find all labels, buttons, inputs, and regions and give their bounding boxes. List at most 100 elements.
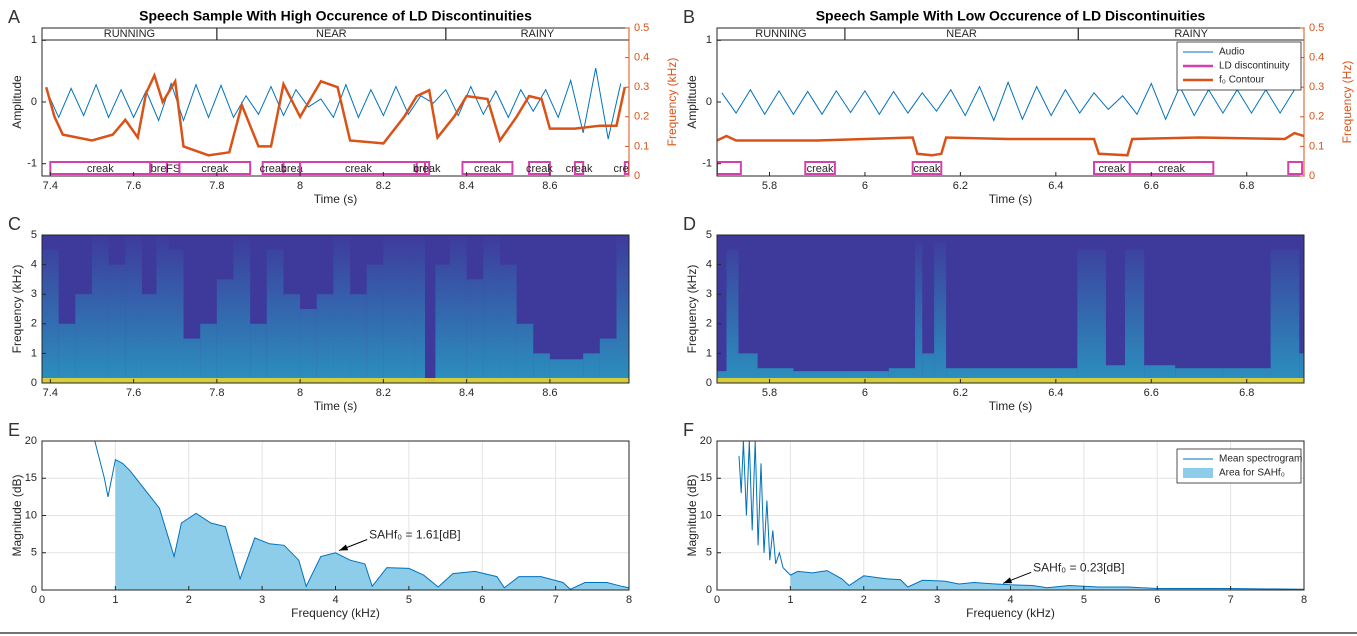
ld-label: creak [807, 163, 834, 175]
ld-label: creak [87, 163, 114, 175]
annotation-text: SAHf₀ = 0.23[dB] [1033, 560, 1124, 574]
energy-floor [717, 378, 1304, 383]
panel-letter: F [683, 420, 694, 440]
sahf0-area [790, 570, 1304, 590]
audio-waveform [721, 80, 1295, 122]
ld-label: creak [474, 163, 501, 175]
ld-segment [911, 161, 943, 175]
x-tick-label: 6.2 [953, 180, 968, 192]
spectrogram-column [1125, 249, 1145, 383]
x-tick-label: 0 [714, 594, 720, 606]
y-tick-label: 1 [706, 347, 712, 359]
legend-box [1176, 448, 1302, 484]
y-axis-label: Frequency (kHz) [10, 265, 24, 354]
ld-label: creak [914, 163, 941, 175]
x-tick-label: 6.6 [1144, 180, 1159, 192]
spectrogram-column [183, 338, 201, 383]
y-tick-label: 2 [31, 318, 37, 330]
y2-axis-label: Frequency (kHz) [665, 58, 679, 147]
audio-waveform [45, 68, 622, 140]
x-tick-label: 6 [862, 180, 868, 192]
y2-tick-label: 0.4 [634, 52, 649, 64]
spectrogram-column [400, 235, 415, 383]
y-tick-label: 5 [31, 229, 37, 241]
spectrogram-column [200, 323, 217, 383]
y-tick-label: 0 [31, 584, 37, 596]
spectrogram-column [233, 235, 251, 383]
y-tick-label: 5 [706, 229, 712, 241]
y2-tick-label: 0.3 [1309, 81, 1324, 93]
ld-segment [1287, 161, 1304, 175]
legend-label: LD discontinuity [1219, 61, 1290, 72]
word-label: RUNNING [104, 28, 155, 40]
x-tick-label: 6 [479, 594, 485, 606]
x-axis-label: Time (s) [989, 192, 1033, 206]
spectrogram-column [58, 323, 76, 383]
y-axis-label: Magnitude (dB) [685, 474, 699, 556]
spectrogram-column [75, 294, 92, 383]
ld-label: creak [414, 163, 441, 175]
axes-frame [716, 234, 1305, 384]
spectrogram-column [216, 279, 234, 383]
x-tick-label: 5 [406, 594, 412, 606]
f0-contour [44, 71, 627, 157]
spectrogram-column [934, 240, 947, 383]
spectrogram-column [599, 338, 617, 383]
ld-segment [1128, 161, 1215, 175]
panel-letter: B [683, 7, 695, 27]
spectrogram-column [1270, 249, 1300, 383]
y-axis-label: Amplitude [685, 75, 699, 129]
x-tick-label: 3 [259, 594, 265, 606]
y-tick-label: 4 [706, 259, 712, 271]
y2-tick-label: 0 [1309, 170, 1315, 182]
ld-label: creak [201, 163, 228, 175]
axes-frame [41, 234, 630, 384]
spectrogram-column [726, 249, 739, 383]
arrow-head [339, 544, 349, 551]
y-tick-label: 15 [700, 472, 712, 484]
y2-tick-label: 0.5 [634, 22, 649, 34]
spectrogram-column [616, 235, 629, 383]
spectrogram-column [549, 359, 567, 383]
ld-label: FS [166, 163, 180, 175]
spectrogram-column [516, 323, 534, 383]
y-tick-label: 1 [31, 34, 37, 46]
ld-label: brea [281, 163, 304, 175]
y2-tick-label: 0.3 [634, 81, 649, 93]
spectrogram-column [316, 294, 334, 383]
panel-letter: A [8, 7, 20, 27]
x-tick-label: 7.6 [126, 180, 141, 192]
ld-label: creak [345, 163, 372, 175]
spectrogram-column [915, 240, 923, 383]
y-tick-label: 0 [706, 96, 712, 108]
y2-tick-label: 0.1 [1309, 140, 1324, 152]
x-axis-label: Frequency (kHz) [291, 606, 380, 620]
y-tick-label: 3 [31, 288, 37, 300]
legend-swatch [1183, 468, 1213, 478]
y-tick-label: 1 [31, 347, 37, 359]
word-label: RAINY [521, 28, 555, 40]
x-tick-label: 6 [862, 387, 868, 399]
spectrogram-column [738, 353, 758, 383]
y-tick-label: 15 [25, 472, 37, 484]
x-tick-label: 8 [297, 180, 303, 192]
y2-axis-label: Frequency (Hz) [1340, 61, 1354, 144]
sahf0-area [115, 459, 629, 590]
ld-segment [461, 161, 514, 175]
axes-frame [41, 27, 630, 177]
spectrogram-column [141, 294, 157, 383]
y2-tick-label: 0.4 [1309, 52, 1324, 64]
y-tick-label: -1 [27, 158, 37, 170]
y-tick-label: 10 [700, 509, 712, 521]
y-tick-label: -1 [702, 158, 712, 170]
spectrogram-column [793, 371, 842, 383]
x-axis-label: Frequency (kHz) [966, 606, 1055, 620]
spectrogram-column [250, 323, 267, 383]
word-label: NEAR [316, 28, 347, 40]
y-tick-label: 0 [706, 584, 712, 596]
x-tick-label: 1 [787, 594, 793, 606]
y-tick-label: 1 [706, 34, 712, 46]
x-tick-label: 6.4 [1048, 180, 1063, 192]
x-tick-label: 6.8 [1239, 180, 1254, 192]
